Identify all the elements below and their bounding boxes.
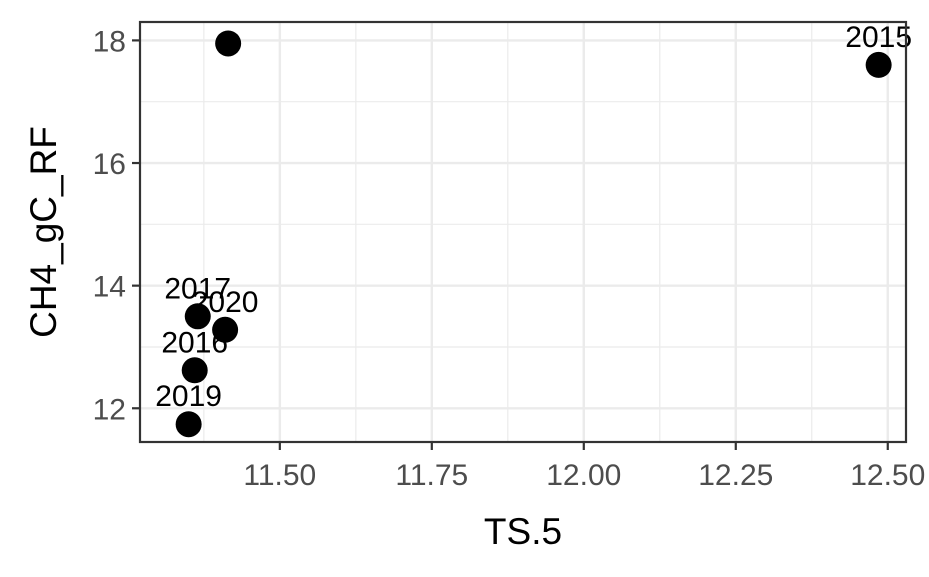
panel-border [138, 20, 908, 444]
x-tick-label: 12.25 [698, 459, 773, 492]
y-tick-label: 14 [93, 271, 126, 304]
x-tick-label: 11.50 [243, 459, 316, 492]
data-point [181, 357, 208, 384]
point-label: 2017 [164, 272, 231, 305]
point-label: 2015 [845, 21, 912, 54]
point-label: 2020 [192, 286, 259, 319]
y-tick-label: 18 [93, 25, 126, 58]
x-tick-label: 12.00 [546, 459, 621, 492]
x-tick-label: 11.75 [395, 459, 468, 492]
y-tick-label: 12 [93, 393, 126, 426]
y-tick-label: 16 [93, 148, 126, 181]
y-axis-ticks: 12 14 16 18 [93, 25, 140, 426]
data-point [184, 303, 211, 330]
x-axis-ticks: 11.50 11.75 12.00 12.25 12.50 [243, 442, 925, 492]
point-label: 2019 [155, 380, 222, 413]
data-point [215, 30, 242, 57]
x-tick-label: 12.50 [850, 459, 925, 492]
data-points [175, 30, 892, 438]
grid-lines [140, 22, 906, 442]
point-label: 2016 [161, 326, 228, 359]
x-axis-title: TS.5 [484, 511, 562, 552]
data-point [212, 316, 239, 343]
data-point [865, 51, 892, 78]
data-point [175, 411, 202, 438]
y-axis-title: CH4_gC_RF [23, 126, 64, 338]
